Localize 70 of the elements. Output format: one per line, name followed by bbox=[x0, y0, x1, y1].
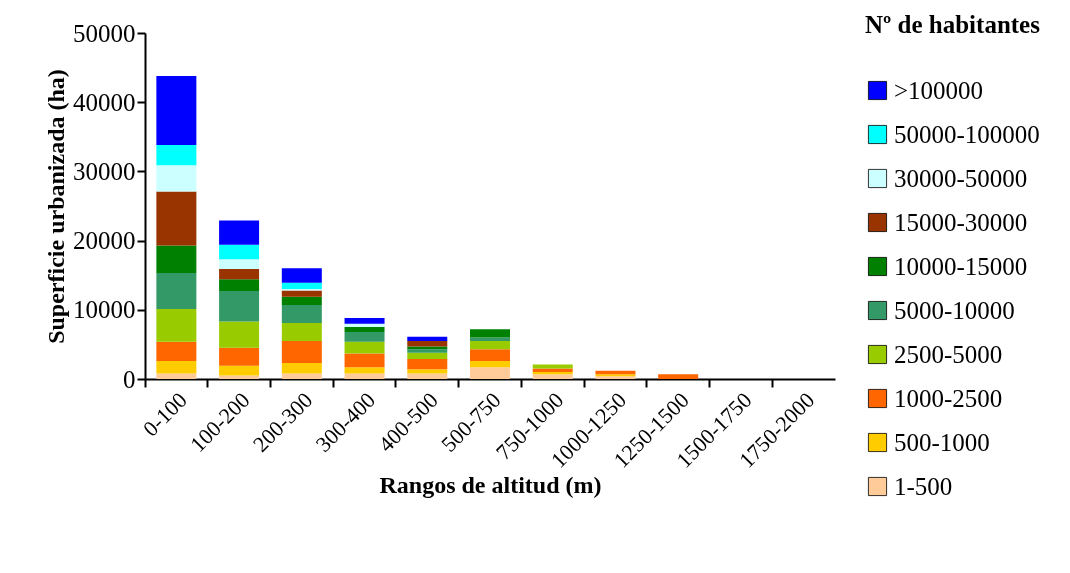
y-tick-label: 40000 bbox=[73, 88, 136, 116]
bar bbox=[407, 373, 448, 379]
bar bbox=[156, 245, 197, 274]
bar bbox=[156, 273, 197, 310]
bar bbox=[470, 367, 510, 379]
bar bbox=[156, 309, 197, 342]
bar bbox=[219, 321, 260, 348]
legend-label: >100000 bbox=[894, 76, 984, 104]
bar bbox=[219, 347, 260, 366]
legend-title: Nº de habitantes bbox=[865, 11, 1041, 38]
bar bbox=[219, 220, 260, 245]
bar bbox=[281, 373, 322, 379]
legend-label: 500-1000 bbox=[894, 428, 990, 456]
bar bbox=[219, 365, 260, 376]
bar bbox=[344, 367, 385, 374]
bar bbox=[156, 191, 197, 246]
bar bbox=[156, 373, 197, 379]
legend-label: 10000-15000 bbox=[894, 252, 1028, 280]
bar bbox=[344, 341, 385, 354]
legend-label: 50000-100000 bbox=[894, 120, 1040, 148]
bar bbox=[281, 363, 322, 374]
bar bbox=[532, 374, 573, 379]
bar bbox=[470, 329, 510, 338]
legend-label: 1000-2500 bbox=[894, 384, 1003, 412]
bar bbox=[344, 373, 385, 379]
bar bbox=[344, 353, 385, 368]
bar bbox=[658, 374, 699, 379]
legend-label: 15000-30000 bbox=[894, 208, 1028, 236]
bar bbox=[532, 364, 573, 369]
legend-label: 30000-50000 bbox=[894, 164, 1028, 192]
x-axis-title: Rangos de altitud (m) bbox=[379, 471, 602, 498]
bar bbox=[281, 304, 322, 323]
bar bbox=[344, 318, 385, 324]
y-tick-label: 0 bbox=[123, 365, 136, 393]
bar bbox=[470, 349, 510, 362]
y-tick-label: 10000 bbox=[73, 296, 136, 324]
legend-label: 2500-5000 bbox=[894, 340, 1003, 368]
bar bbox=[219, 259, 260, 269]
bar bbox=[532, 372, 573, 375]
legend-label: 1-500 bbox=[894, 472, 953, 500]
bar bbox=[281, 340, 322, 364]
bar bbox=[281, 282, 322, 290]
bar bbox=[156, 341, 197, 362]
legend-label: 5000-10000 bbox=[894, 296, 1015, 324]
bar bbox=[156, 165, 197, 192]
bar bbox=[281, 268, 322, 283]
y-axis-title: Superficie urbanizada (ha) bbox=[43, 69, 69, 344]
bar bbox=[407, 340, 448, 347]
bar bbox=[407, 358, 448, 370]
bar bbox=[470, 361, 510, 368]
bar bbox=[156, 75, 197, 146]
bar bbox=[470, 340, 510, 350]
bar bbox=[407, 336, 448, 341]
bar bbox=[281, 296, 322, 305]
bar bbox=[407, 369, 448, 374]
bar bbox=[219, 244, 260, 260]
bar bbox=[219, 291, 260, 322]
bar bbox=[281, 322, 322, 341]
bar bbox=[470, 337, 510, 341]
bar bbox=[156, 145, 197, 166]
bar bbox=[344, 331, 385, 342]
bar bbox=[281, 290, 322, 297]
y-tick-label: 30000 bbox=[73, 157, 136, 185]
bar bbox=[344, 327, 385, 332]
y-tick-label: 50000 bbox=[73, 19, 136, 47]
bar bbox=[407, 352, 448, 359]
bar bbox=[219, 279, 260, 292]
y-tick-label: 20000 bbox=[73, 227, 136, 255]
bar bbox=[219, 268, 260, 280]
bar bbox=[156, 361, 197, 374]
